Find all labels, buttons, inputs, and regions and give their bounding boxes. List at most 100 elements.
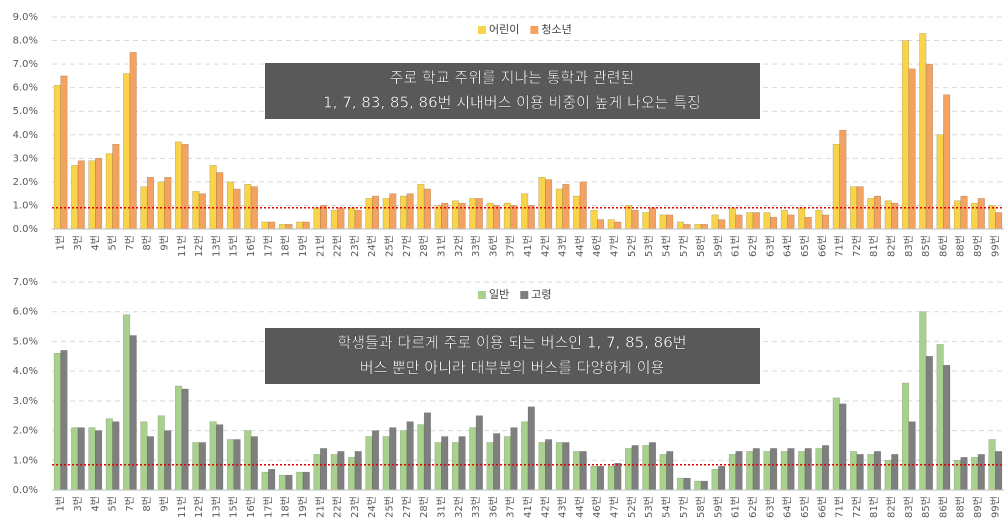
- bar: [873, 451, 882, 491]
- bar: [694, 480, 702, 491]
- legend-swatch: [478, 26, 486, 34]
- bar: [123, 314, 131, 491]
- x-tick-label: 24번: [366, 235, 378, 257]
- x-tick-label: 23번: [349, 235, 361, 257]
- x-tick-label: 47번: [609, 235, 621, 257]
- bar: [313, 207, 321, 230]
- x-tick-label: 18번: [280, 235, 292, 257]
- x-tick-label: 81번: [868, 496, 880, 518]
- bar: [458, 436, 466, 491]
- x-tick-label: 62번: [747, 235, 759, 257]
- y-tick-label: 5.0%: [13, 106, 38, 117]
- bar: [423, 412, 431, 491]
- bar: [268, 468, 276, 491]
- bar: [752, 212, 760, 230]
- bar: [770, 448, 778, 491]
- bar: [129, 335, 137, 491]
- x-tick-label: 12번: [193, 496, 205, 518]
- bar: [71, 165, 79, 230]
- bar: [804, 448, 812, 491]
- bar: [244, 430, 252, 491]
- x-tick-label: 82번: [885, 235, 897, 257]
- bar: [780, 451, 788, 491]
- bar: [192, 442, 200, 491]
- bar: [77, 160, 85, 230]
- bar: [521, 421, 529, 491]
- bar: [977, 198, 985, 230]
- bar: [503, 436, 511, 491]
- x-tick-label: 21번: [314, 235, 326, 257]
- bar: [700, 224, 708, 230]
- x-tick-label: 28번: [418, 235, 430, 257]
- x-tick-label: 33번: [470, 496, 482, 518]
- bar: [434, 205, 442, 230]
- bar: [434, 442, 442, 491]
- bar: [787, 448, 795, 491]
- y-tick-label: 9.0%: [13, 12, 38, 23]
- bar: [71, 427, 79, 491]
- x-tick-label: 42번: [539, 235, 551, 257]
- x-tick-label: 13번: [210, 496, 222, 518]
- bar: [198, 193, 206, 230]
- x-tick-label: 37번: [505, 496, 517, 518]
- bar: [458, 202, 466, 230]
- x-tick-label: 43번: [557, 496, 569, 518]
- x-tick-label: 54번: [660, 496, 672, 518]
- bar: [919, 311, 927, 491]
- x-tick-label: 5번: [107, 496, 119, 512]
- bar: [953, 200, 961, 230]
- bar: [555, 188, 563, 230]
- x-tick-label: 58번: [695, 235, 707, 257]
- bar: [648, 207, 656, 230]
- x-tick-label: 86번: [937, 496, 949, 518]
- bar: [285, 474, 293, 491]
- bar: [822, 214, 830, 230]
- bar: [216, 172, 224, 230]
- bar: [112, 143, 120, 230]
- bar: [337, 207, 345, 230]
- bar: [164, 430, 172, 491]
- bar: [521, 193, 529, 230]
- bar: [302, 221, 310, 230]
- bar: [607, 465, 615, 491]
- legend-label: 어린이: [489, 23, 519, 36]
- bar: [60, 350, 68, 491]
- annotation-text: 1, 7, 83, 85, 86번 시내버스 이용 비중이 높게 나오는 특징: [323, 94, 701, 112]
- x-tick-label: 46번: [591, 496, 603, 518]
- x-tick-label: 52번: [626, 496, 638, 518]
- x-tick-label: 85번: [920, 235, 932, 257]
- x-tick-label: 11번: [176, 496, 188, 518]
- x-tick-label: 3번: [72, 496, 84, 512]
- bar: [596, 219, 605, 230]
- bar: [614, 463, 622, 491]
- bar: [971, 202, 979, 230]
- x-tick-label: 63번: [764, 496, 776, 518]
- bar: [832, 397, 840, 491]
- bar: [642, 445, 650, 491]
- bar: [53, 353, 61, 491]
- bar: [320, 448, 328, 491]
- x-tick-label: 4번: [89, 235, 101, 251]
- x-tick-label: 27번: [401, 496, 413, 518]
- x-tick-label: 17번: [262, 496, 274, 518]
- x-tick-label: 57번: [678, 496, 690, 518]
- bar: [798, 451, 806, 491]
- bar: [804, 216, 812, 230]
- x-tick-label: 5번: [107, 235, 119, 251]
- x-tick-label: 62번: [747, 496, 759, 518]
- bar: [614, 221, 622, 230]
- y-tick-label: 1.0%: [13, 200, 38, 211]
- bar: [250, 436, 258, 491]
- x-tick-label: 7번: [124, 235, 136, 251]
- bar: [780, 209, 788, 230]
- x-tick-label: 12번: [193, 235, 205, 257]
- bar: [261, 221, 269, 230]
- bar: [694, 224, 702, 230]
- bar: [493, 205, 501, 230]
- bar: [625, 205, 633, 230]
- bar: [164, 176, 172, 230]
- bar: [77, 427, 85, 491]
- bar: [417, 183, 425, 230]
- bar: [365, 198, 373, 230]
- y-tick-label: 3.0%: [13, 396, 38, 407]
